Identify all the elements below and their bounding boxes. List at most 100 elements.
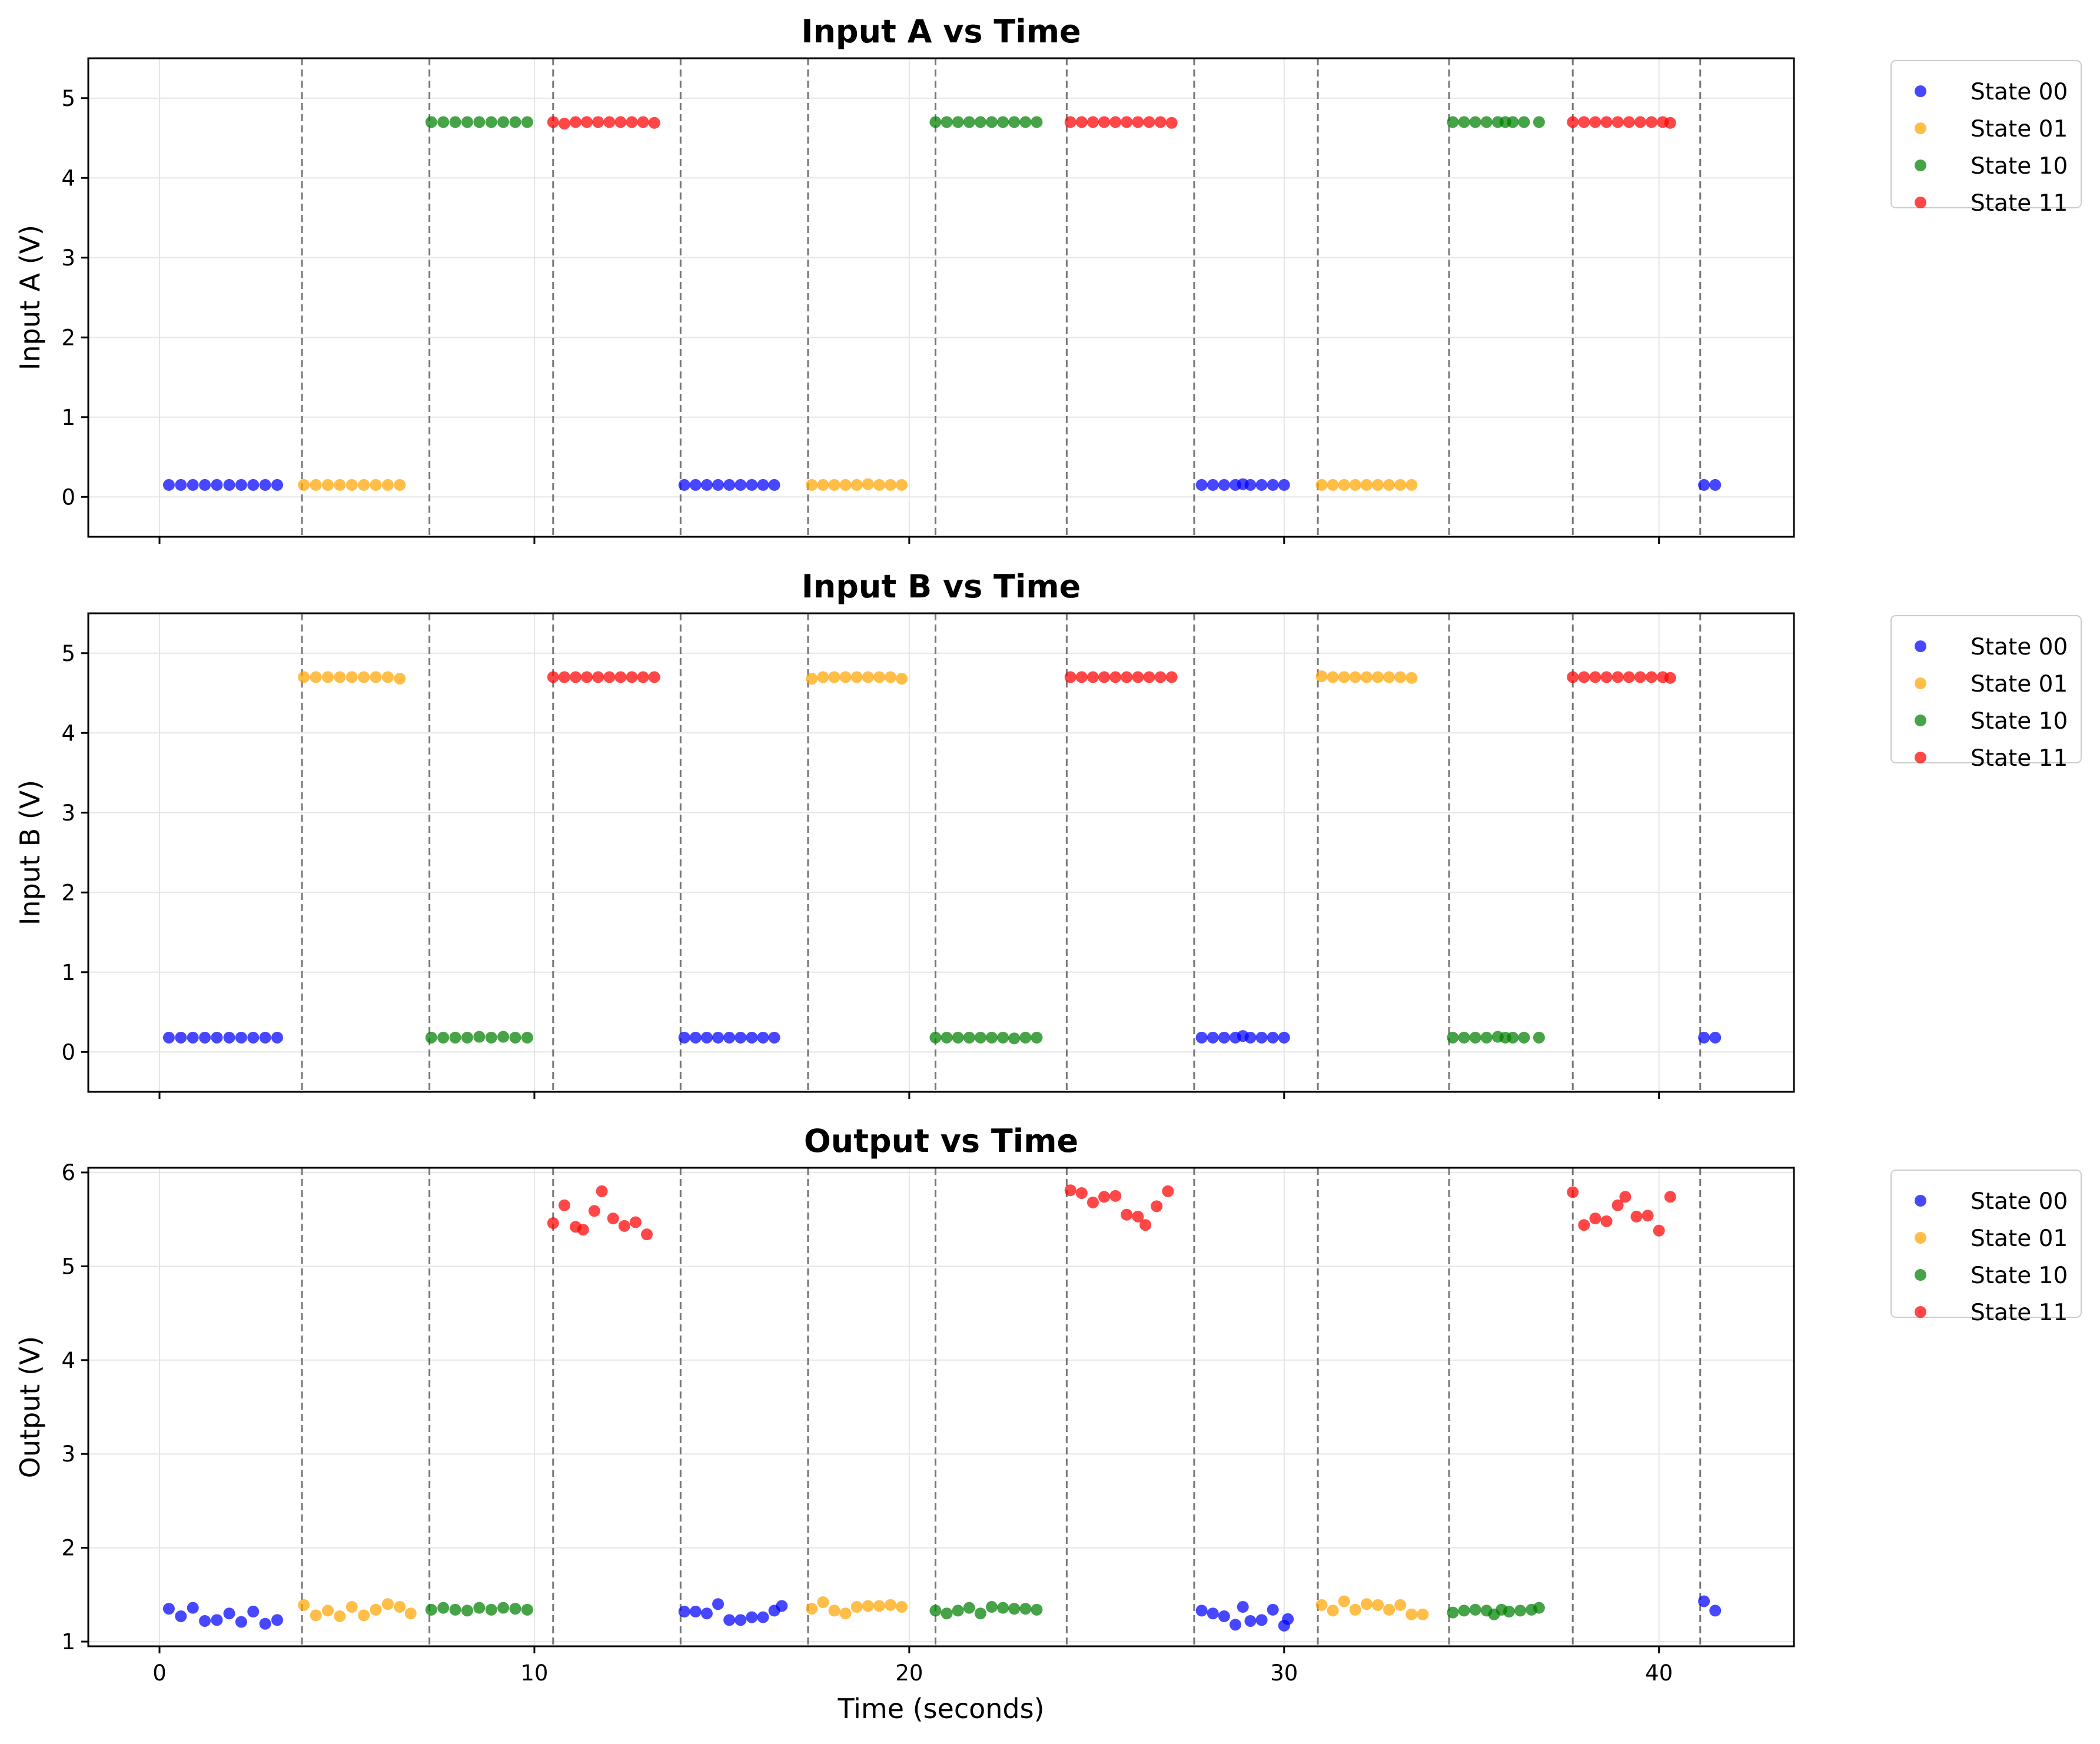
data-point xyxy=(603,671,616,683)
y-tick-label: 4 xyxy=(61,165,75,191)
data-point xyxy=(929,116,942,128)
data-point xyxy=(723,1614,736,1626)
axes-frame xyxy=(87,612,1795,1093)
data-point xyxy=(1031,1031,1043,1044)
data-point xyxy=(1567,116,1579,128)
data-point xyxy=(1503,1606,1515,1618)
data-point xyxy=(1218,479,1230,491)
data-point xyxy=(700,1607,713,1620)
data-point xyxy=(162,479,175,491)
data-point xyxy=(358,1609,370,1622)
data-point xyxy=(592,116,604,128)
data-point xyxy=(885,479,897,491)
legend-marker xyxy=(1915,1195,1926,1207)
legend-marker xyxy=(1915,197,1926,208)
data-point xyxy=(746,1611,758,1623)
legend-label: State 00 xyxy=(1971,634,2068,660)
data-point xyxy=(1165,117,1178,129)
data-point xyxy=(985,116,998,128)
series-state-00 xyxy=(162,1595,1722,1632)
data-point xyxy=(768,1031,780,1044)
series-state-10 xyxy=(425,1601,1545,1620)
data-point xyxy=(806,479,818,491)
data-point xyxy=(941,116,953,128)
data-point xyxy=(247,1031,260,1044)
data-point xyxy=(776,1600,788,1612)
y-tick-label: 4 xyxy=(61,1348,75,1373)
data-point xyxy=(1109,671,1122,683)
y-tick-label: 5 xyxy=(61,86,75,111)
data-point xyxy=(1338,671,1350,683)
data-point xyxy=(817,479,829,491)
data-point xyxy=(828,671,840,683)
data-point xyxy=(689,479,702,491)
data-point xyxy=(473,1031,486,1043)
data-point xyxy=(735,479,747,491)
data-point xyxy=(1315,670,1328,683)
data-point xyxy=(1098,1191,1111,1203)
data-point xyxy=(997,1602,1009,1614)
data-point xyxy=(974,1031,986,1044)
data-point xyxy=(473,1602,486,1614)
series-state-11 xyxy=(547,116,1676,130)
state-boundaries xyxy=(301,58,1702,537)
data-point xyxy=(1019,116,1032,128)
data-point xyxy=(358,479,370,491)
data-point xyxy=(637,671,649,683)
legend-label: State 00 xyxy=(1971,1188,2068,1215)
data-point xyxy=(334,671,346,683)
data-point xyxy=(1218,1031,1230,1044)
data-point xyxy=(885,671,897,683)
legend: State 00 State 01 State 10 State 11 xyxy=(1890,60,2082,217)
data-point xyxy=(896,1601,908,1613)
data-point xyxy=(1698,1595,1710,1607)
legend: State 00 State 01 State 10 State 11 xyxy=(1890,1170,2082,1326)
data-point xyxy=(689,1606,702,1618)
data-point xyxy=(1394,479,1407,491)
data-point xyxy=(862,478,874,490)
data-point xyxy=(485,1603,497,1616)
data-point xyxy=(558,118,570,130)
data-point xyxy=(187,1602,199,1614)
data-point xyxy=(1518,116,1530,128)
data-point xyxy=(310,671,322,683)
data-point xyxy=(1634,671,1646,683)
data-point xyxy=(1267,479,1279,491)
data-point xyxy=(1458,1031,1470,1044)
data-point xyxy=(1086,1196,1099,1208)
data-point xyxy=(806,673,818,685)
legend-marker xyxy=(1915,122,1926,134)
data-point xyxy=(547,116,559,128)
legend: State 00 State 01 State 10 State 11 xyxy=(1890,615,2082,772)
data-point xyxy=(211,1031,223,1044)
data-point xyxy=(1372,479,1384,491)
data-point xyxy=(1315,1599,1328,1611)
y-tick-label: 5 xyxy=(61,641,75,666)
y-tick-label: 0 xyxy=(61,484,75,510)
data-point xyxy=(394,673,406,685)
data-point xyxy=(929,1605,942,1617)
data-point xyxy=(723,479,736,491)
legend-marker xyxy=(1915,1306,1926,1318)
series-state-01 xyxy=(298,478,1418,491)
data-point xyxy=(461,1031,473,1044)
data-point xyxy=(223,1031,235,1044)
data-point xyxy=(648,671,660,683)
data-point xyxy=(678,1606,690,1618)
y-tick-label: 1 xyxy=(61,1629,75,1655)
data-point xyxy=(358,671,370,683)
data-point xyxy=(1327,479,1339,491)
data-point xyxy=(547,671,559,683)
y-axis-label: Input A (V) xyxy=(14,225,46,370)
legend-label: State 11 xyxy=(1971,745,2068,772)
x-tick-label: 30 xyxy=(1270,1660,1298,1686)
legend-label: State 01 xyxy=(1971,671,2068,697)
data-point xyxy=(1338,1595,1350,1607)
data-point xyxy=(461,1605,473,1617)
data-point xyxy=(1698,479,1710,491)
series-state-00 xyxy=(162,478,1722,491)
series-state-01 xyxy=(298,670,1418,685)
legend-box xyxy=(1890,1170,2082,1318)
data-point xyxy=(1151,1200,1163,1213)
